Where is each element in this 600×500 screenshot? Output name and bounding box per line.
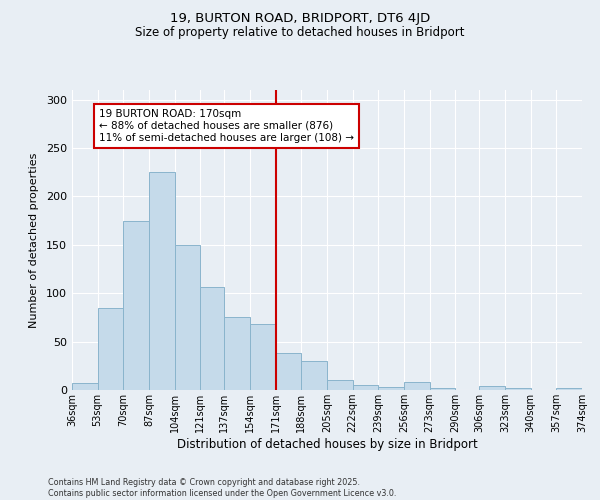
Y-axis label: Number of detached properties: Number of detached properties [29,152,39,328]
Bar [479,386,505,390]
Bar [124,220,149,390]
Bar [200,288,224,390]
Bar [98,308,124,390]
Bar [250,324,275,390]
Bar [149,172,175,390]
Bar [379,387,404,390]
Text: Contains HM Land Registry data © Crown copyright and database right 2025.
Contai: Contains HM Land Registry data © Crown c… [48,478,397,498]
Bar [430,388,455,390]
Text: Size of property relative to detached houses in Bridport: Size of property relative to detached ho… [135,26,465,39]
Bar [275,353,301,390]
Bar [327,380,353,390]
Bar [505,388,530,390]
Bar [353,385,379,390]
Bar [301,361,327,390]
Text: 19 BURTON ROAD: 170sqm
← 88% of detached houses are smaller (876)
11% of semi-de: 19 BURTON ROAD: 170sqm ← 88% of detached… [99,110,354,142]
Bar [404,382,430,390]
Bar [175,245,200,390]
X-axis label: Distribution of detached houses by size in Bridport: Distribution of detached houses by size … [176,438,478,451]
Bar [556,388,582,390]
Bar [72,383,98,390]
Text: 19, BURTON ROAD, BRIDPORT, DT6 4JD: 19, BURTON ROAD, BRIDPORT, DT6 4JD [170,12,430,25]
Bar [224,318,250,390]
